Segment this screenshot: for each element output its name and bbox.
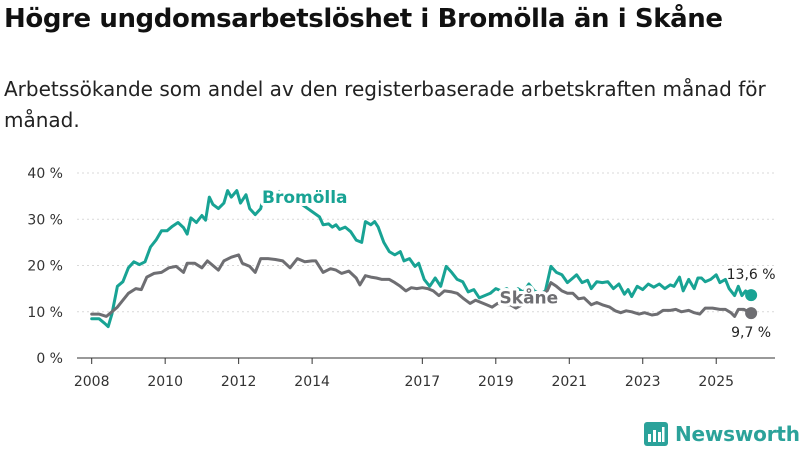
x-tick-label: 2025	[698, 374, 734, 390]
brand-name: Newsworthy	[675, 422, 800, 446]
newsworthy-brand: Newsworthy	[644, 420, 800, 448]
end-point-bromolla	[745, 289, 758, 302]
y-tick-label: 10 %	[27, 305, 63, 321]
chart-subtitle: Arbetssökande som andel av den registerb…	[4, 77, 766, 132]
x-tick-label: 2019	[478, 374, 514, 390]
x-tick-label: 2017	[405, 374, 441, 390]
series-line-bromolla	[90, 189, 753, 329]
x-tick-label: 2012	[221, 374, 257, 390]
series-lines	[90, 189, 753, 329]
y-tick-label: 0 %	[36, 351, 63, 367]
y-tick-label: 40 %	[27, 166, 63, 182]
end-value-label-bromolla: 13,6 %	[727, 267, 776, 283]
bar-chart-logo-icon	[644, 422, 668, 446]
y-tick-label: 30 %	[27, 212, 63, 228]
series-line-skane	[90, 253, 753, 318]
x-tick-label: 2010	[147, 374, 183, 390]
y-tick-label: 20 %	[27, 259, 63, 275]
axes: 0 % 10 % 20 % 30 % 40 % 2008 2010 2012 2014 2017 2…	[27, 166, 775, 390]
x-tick-label: 2008	[74, 374, 110, 390]
series-label-skane: Skåne	[500, 286, 559, 308]
end-value-label-skane: 9,7 %	[731, 325, 771, 341]
line-chart: 0 % 10 % 20 % 30 % 40 % 2008 2010 2012 2014 2017 2…	[27, 166, 776, 390]
end-point-skane	[745, 307, 758, 320]
x-tick-label: 2021	[551, 374, 587, 390]
series-label-halo: Bromölla	[262, 188, 348, 208]
x-tick-label: 2014	[294, 374, 330, 390]
x-tick-label: 2023	[625, 374, 661, 390]
series-label-bromolla: Bromölla	[262, 188, 348, 208]
chart-title: Högre ungdomsarbetslöshet i Bromölla än …	[4, 4, 723, 34]
series-label-halo: Skåne	[500, 286, 559, 308]
grid-lines	[77, 172, 775, 313]
